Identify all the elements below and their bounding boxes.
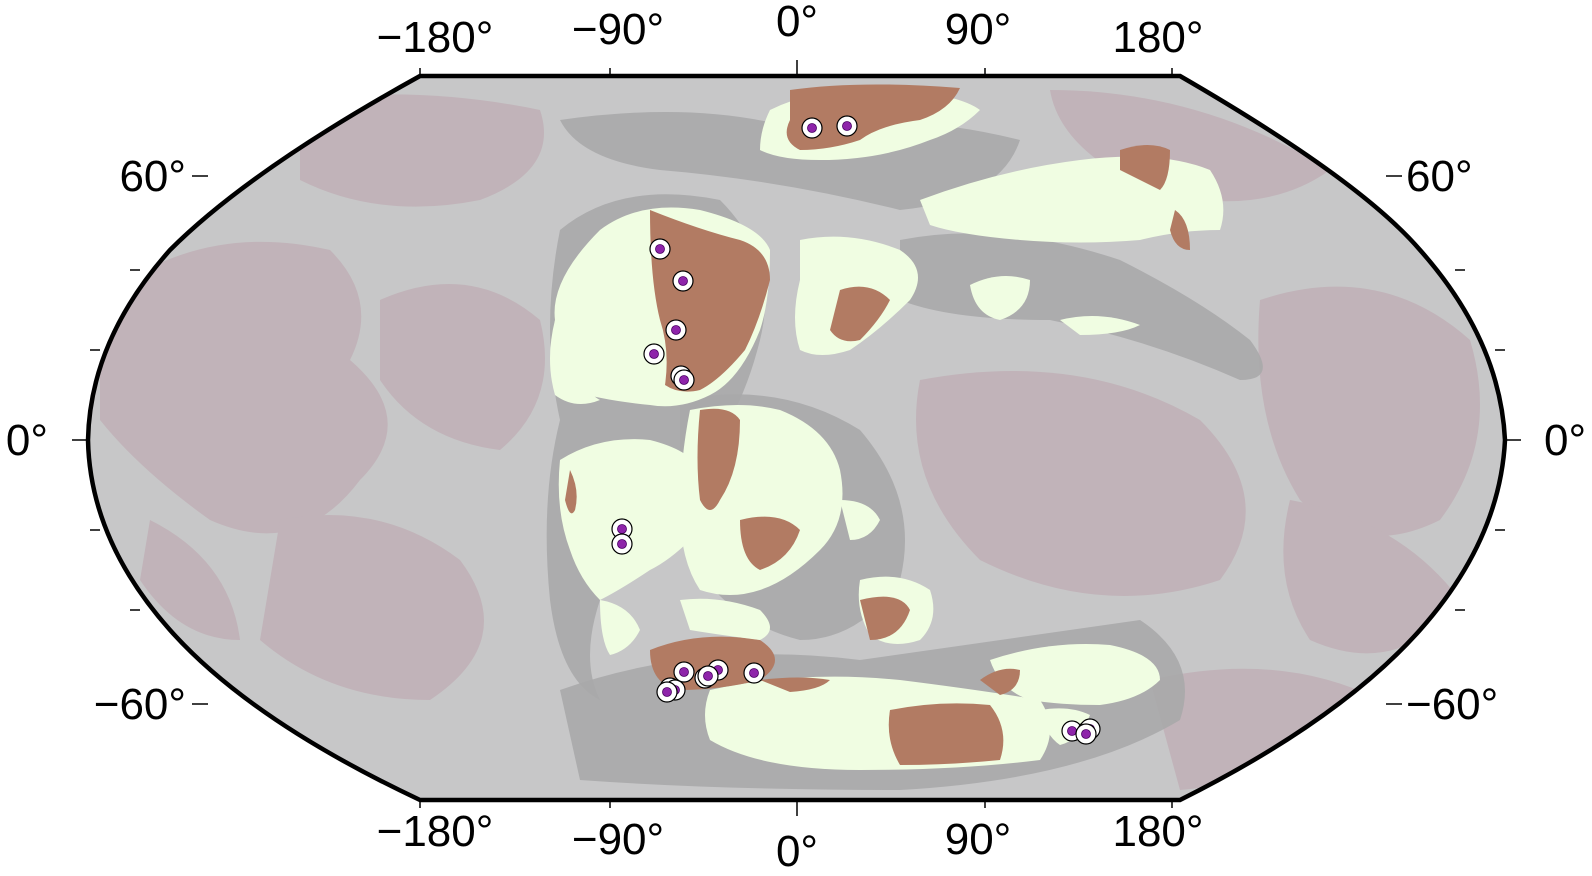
site-dot	[1067, 726, 1077, 736]
site-dot	[703, 671, 713, 681]
site-marker	[643, 343, 665, 365]
ocean-basin-north	[300, 94, 544, 207]
highland-africa2	[740, 516, 800, 570]
ocean-basin-central	[380, 284, 545, 450]
site-marker	[1075, 723, 1097, 745]
site-marker	[697, 665, 719, 687]
ocean-basin-south	[140, 520, 240, 640]
left-lat-label-2: 0°	[6, 416, 48, 465]
site-dot	[617, 539, 627, 549]
right-lat-label-3: −60°	[1406, 680, 1498, 729]
landmass-australia	[990, 644, 1160, 705]
left-lat-label-3: −60°	[94, 680, 186, 729]
landmass-arabia	[840, 500, 880, 540]
bottom-lon-label-1: −180°	[377, 807, 494, 856]
highland-india	[860, 596, 910, 640]
site-marker	[836, 115, 858, 137]
site-marker	[672, 270, 694, 292]
site-marker	[665, 319, 687, 341]
top-lon-label-5: 180°	[1112, 13, 1203, 62]
site-marker	[656, 681, 678, 703]
site-dot	[807, 123, 817, 133]
sample-sites	[611, 115, 1101, 745]
highland-antarctica2	[760, 677, 830, 692]
site-marker	[611, 533, 633, 555]
site-dot	[671, 325, 681, 335]
ocean-basin-east2	[1258, 286, 1480, 536]
site-dot	[842, 121, 852, 131]
site-dot	[679, 375, 689, 385]
ocean-basin-west2	[260, 515, 484, 700]
ocean-basin-west	[100, 241, 388, 534]
land-patagonia	[600, 600, 640, 655]
right-lat-label-2: 0°	[1544, 416, 1586, 465]
right-lat-label-1: 60°	[1406, 152, 1473, 201]
highland-north	[786, 84, 960, 150]
landmass-gondwana-sw	[680, 598, 770, 640]
site-marker	[649, 238, 671, 260]
landmass-east-strip	[1060, 316, 1140, 335]
top-lon-label-3: 0°	[776, 0, 818, 46]
bottom-lon-label-2: −90°	[572, 815, 664, 864]
shelf-east	[900, 233, 1263, 380]
site-dot	[617, 524, 627, 534]
top-lon-label-1: −180°	[377, 13, 494, 62]
highland-north-america	[650, 210, 770, 392]
site-dot	[655, 244, 665, 254]
site-marker	[673, 369, 695, 391]
site-marker	[673, 661, 695, 683]
site-dot	[649, 349, 659, 359]
bottom-lon-label-5: 180°	[1112, 807, 1203, 856]
highland-siberia2	[1170, 210, 1190, 250]
highland-antarctica	[888, 703, 1004, 765]
site-marker	[743, 662, 765, 684]
highland-siberia	[1120, 145, 1170, 190]
ocean-basin-se	[1150, 668, 1380, 790]
bottom-lon-label-3: 0°	[776, 827, 818, 876]
bottom-lon-label-4: 90°	[945, 815, 1012, 864]
highland-africa	[697, 408, 740, 510]
landmass-south-america	[558, 439, 700, 600]
highland-eurasia	[830, 286, 890, 342]
highland-australia	[980, 668, 1020, 695]
site-dot	[678, 276, 688, 286]
ocean-basin-east	[916, 371, 1246, 596]
highland-south-america	[565, 470, 577, 514]
left-lat-label-1: 60°	[119, 152, 186, 201]
landmass-china	[970, 276, 1030, 320]
top-lon-label-4: 90°	[945, 5, 1012, 54]
site-dot	[679, 667, 689, 677]
ocean-basin-east3	[1283, 500, 1460, 654]
site-marker	[801, 117, 823, 139]
top-lon-label-2: −90°	[572, 5, 664, 54]
land-north-america-west	[550, 320, 600, 404]
site-dot	[662, 687, 672, 697]
site-dot	[749, 668, 759, 678]
site-dot	[1081, 729, 1091, 739]
map-frame	[85, 73, 1508, 803]
